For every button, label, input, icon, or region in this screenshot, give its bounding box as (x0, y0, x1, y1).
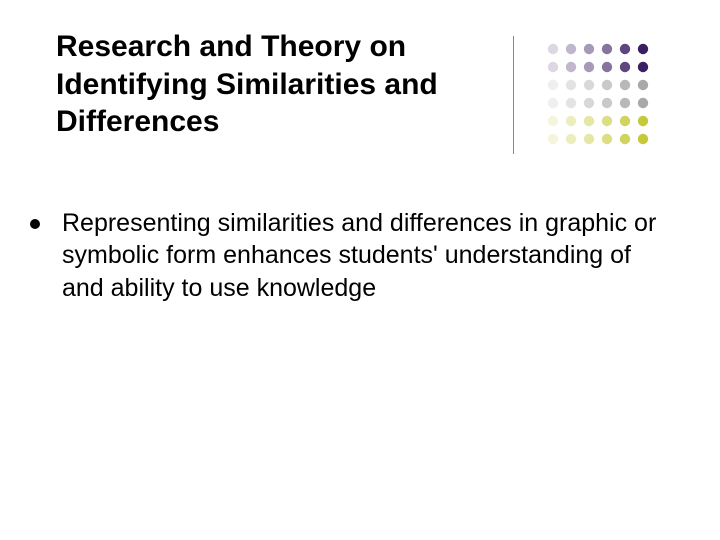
dot-grid-icon (544, 40, 652, 148)
header-area: Research and Theory on Identifying Simil… (56, 28, 672, 151)
bullet-text: Representing similarities and difference… (62, 207, 672, 305)
bullet-dot-icon (30, 219, 40, 229)
slide: Research and Theory on Identifying Simil… (0, 0, 720, 540)
vertical-divider (513, 36, 514, 154)
slide-title: Research and Theory on Identifying Simil… (56, 28, 486, 141)
bullet-item: Representing similarities and difference… (56, 207, 672, 305)
body-area: Representing similarities and difference… (56, 207, 672, 305)
